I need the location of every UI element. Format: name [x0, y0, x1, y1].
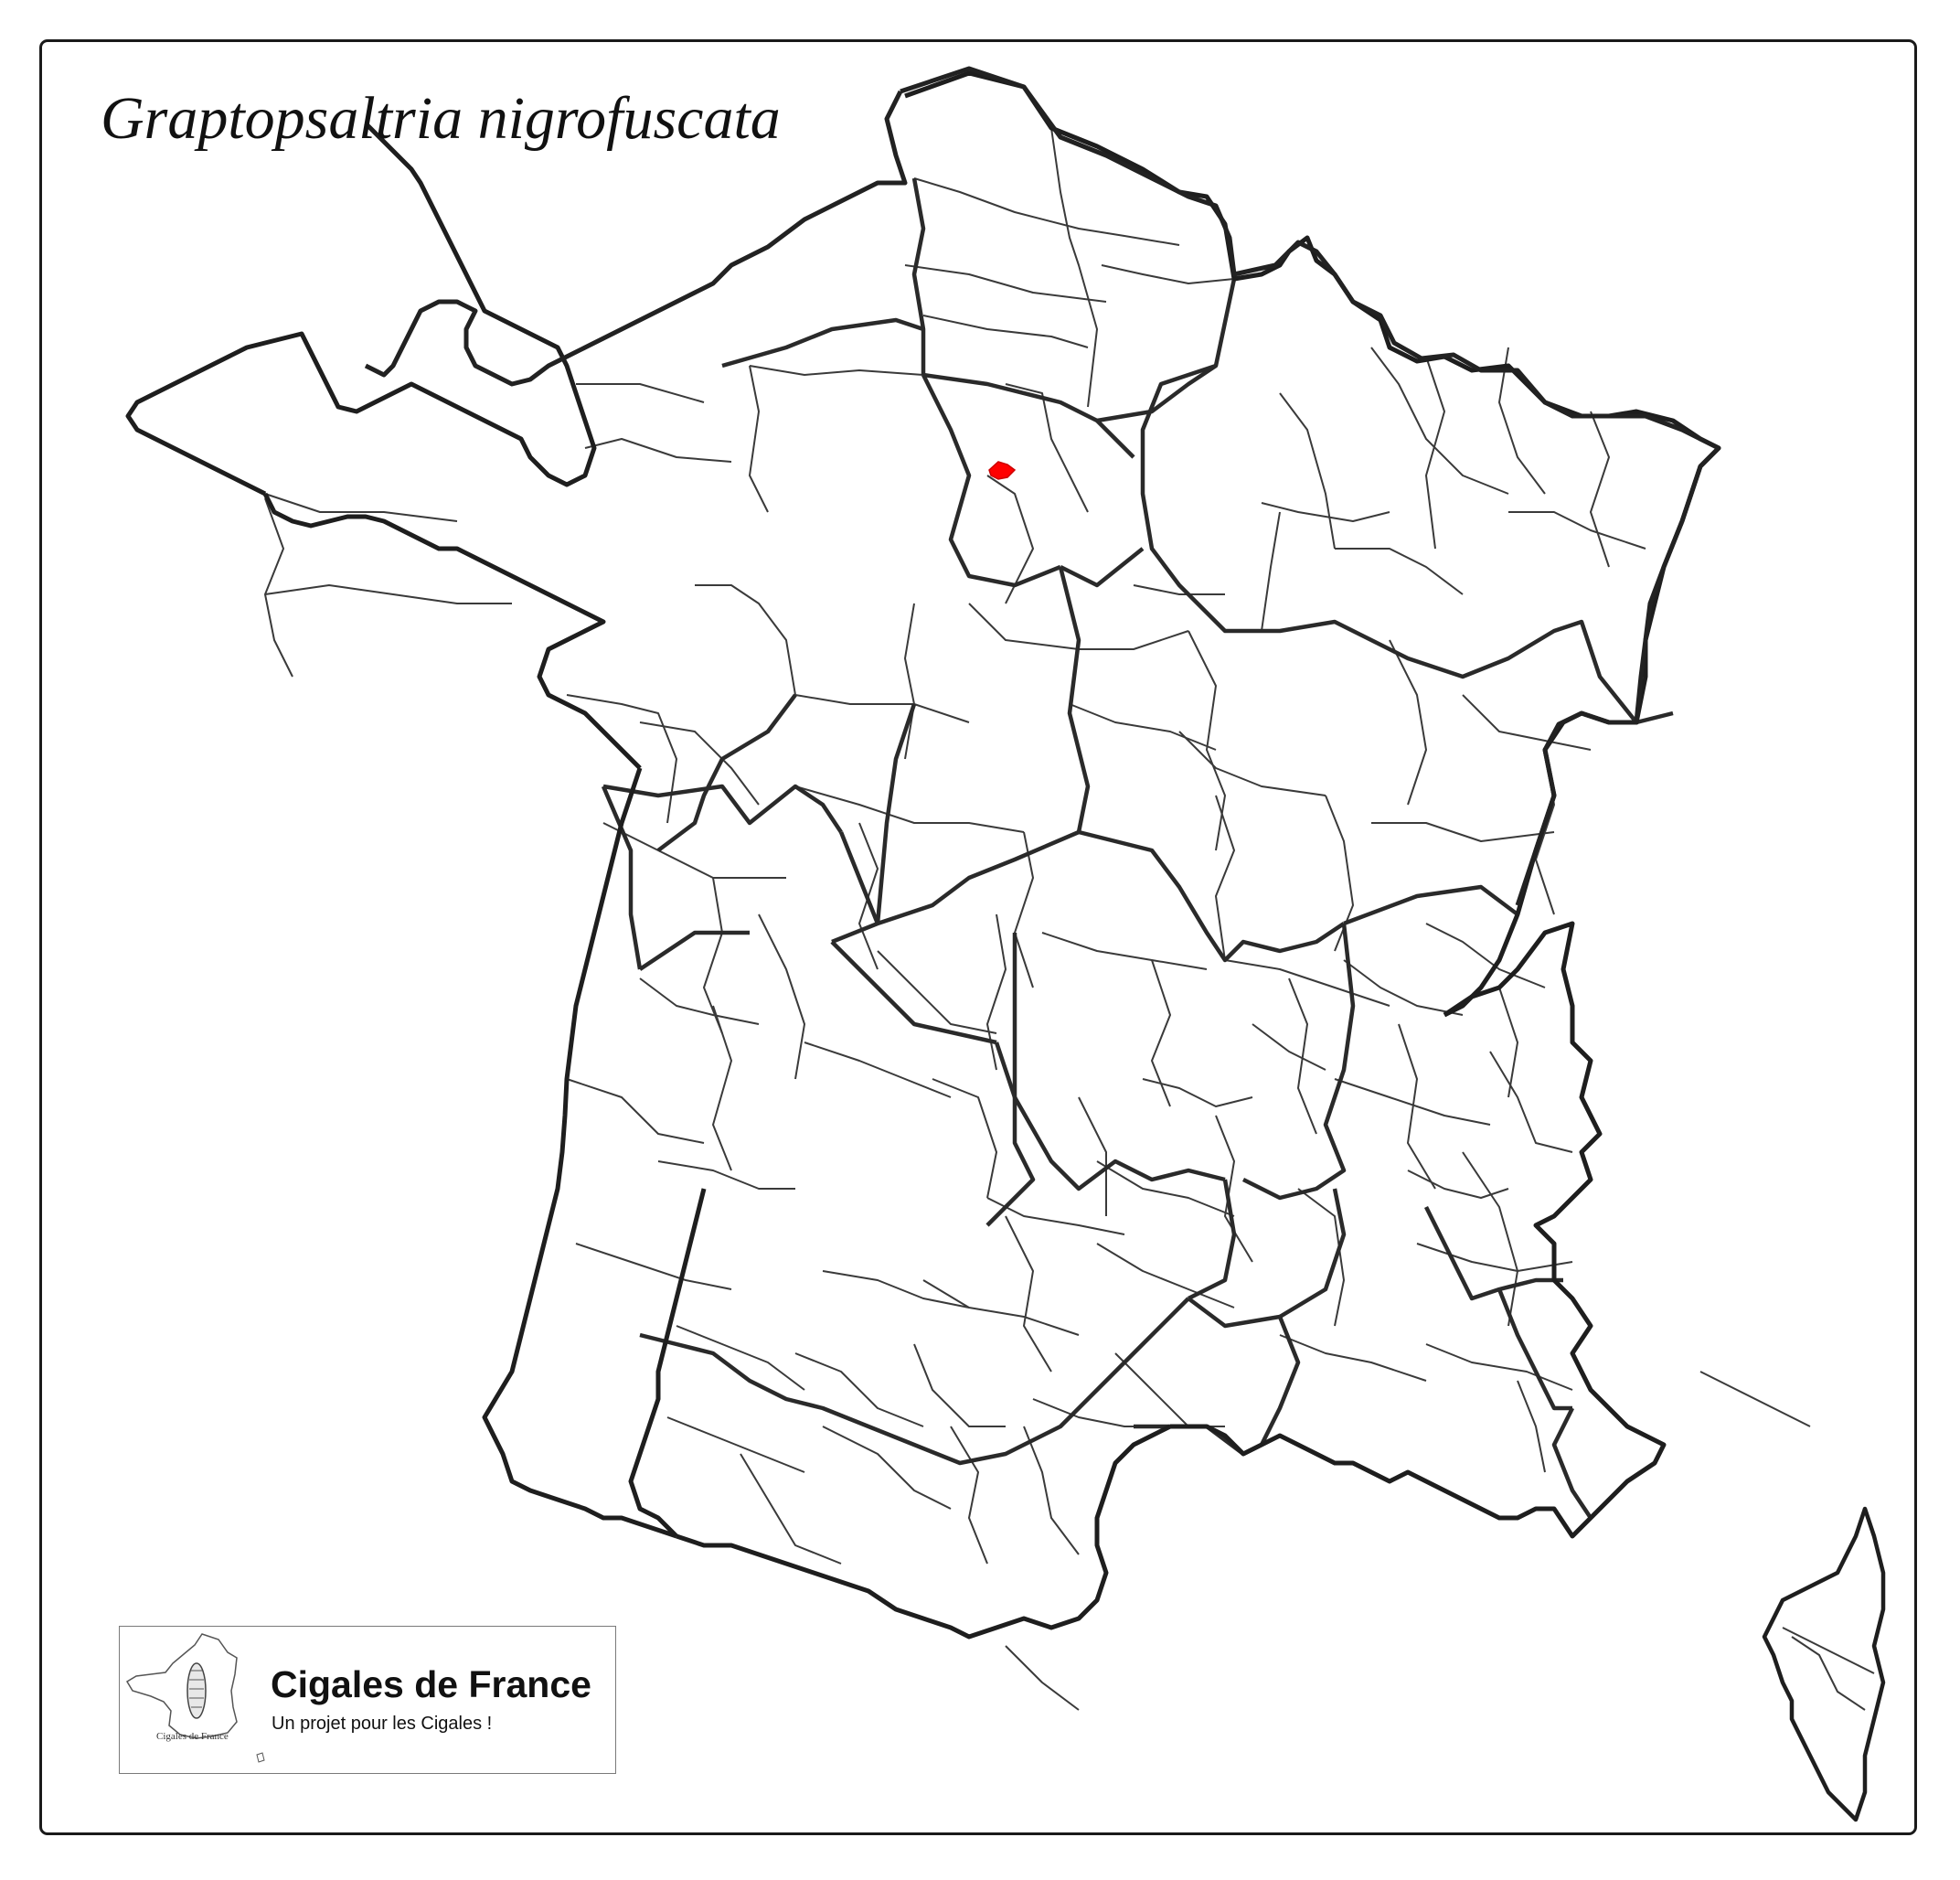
france-silhouette	[364, 66, 1721, 906]
map-frame	[39, 39, 1917, 1835]
region-boundaries	[601, 177, 1674, 1520]
logo-mini-map-icon	[125, 1633, 265, 1763]
logo-mini-label: Cigales de France	[156, 1731, 229, 1742]
departement-boundaries	[264, 127, 1866, 1711]
corsica	[1762, 1506, 1886, 1822]
country-outline	[125, 70, 1721, 1640]
logo-title: Cigales de France	[271, 1663, 591, 1705]
observation-marker-paris	[988, 461, 1017, 480]
species-title: Graptopsaltria nigrofuscata	[101, 85, 781, 152]
logo-subtitle: Un projet pour les Cigales !	[272, 1714, 493, 1734]
logo-box: Cigales de France Cigales de France Un p…	[119, 1626, 616, 1774]
